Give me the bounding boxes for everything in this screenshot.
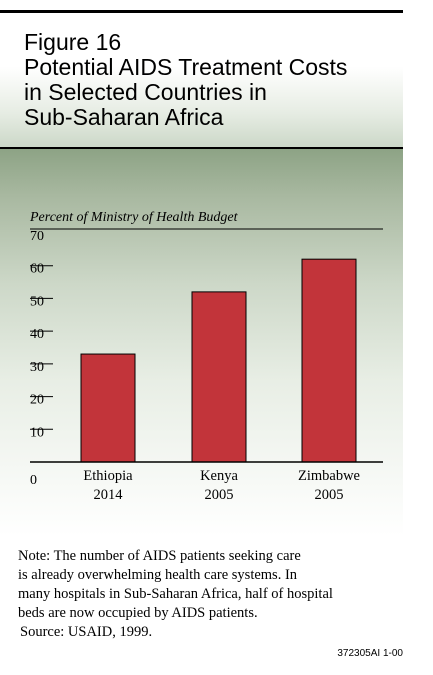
bar-ethiopia xyxy=(80,353,136,463)
title-line-1: Potential AIDS Treatment Costs xyxy=(24,54,348,80)
note-line-1: Note: The number of AIDS patients seekin… xyxy=(18,548,301,564)
category-name-zimbabwe: Zimbabwe xyxy=(298,468,360,484)
bar-kenya xyxy=(191,291,247,463)
note-line-3: many hospitals in Sub-Saharan Africa, ha… xyxy=(18,586,333,602)
title-block: Figure 16 Potential AIDS Treatment Costs… xyxy=(0,13,403,147)
y-axis-label: Percent of Ministry of Health Budget xyxy=(29,210,239,225)
title-line-3: Sub-Saharan Africa xyxy=(24,104,224,130)
y-tick-label-60: 60 xyxy=(30,262,44,277)
y-tick-label-0: 0 xyxy=(30,473,37,488)
y-tick-label-30: 30 xyxy=(30,360,44,375)
bar-zimbabwe xyxy=(301,258,357,463)
category-name-kenya: Kenya xyxy=(200,468,238,484)
y-tick-label-20: 20 xyxy=(30,393,44,408)
category-name-ethiopia: Ethiopia xyxy=(83,468,133,484)
title-line-2: in Selected Countries in xyxy=(24,79,267,105)
note-block: Note: The number of AIDS patients seekin… xyxy=(18,547,408,642)
category-year-zimbabwe: 2005 xyxy=(315,487,344,503)
y-tick-label-40: 40 xyxy=(30,327,44,342)
note-line-4: beds are now occupied by AIDS patients. xyxy=(18,605,258,621)
bar-chart: Percent of Ministry of Health Budget 0 10… xyxy=(29,210,383,503)
top-rule xyxy=(0,10,403,13)
title-rule xyxy=(0,147,403,149)
y-tick-label-10: 10 xyxy=(30,425,44,440)
category-year-kenya: 2005 xyxy=(205,487,234,503)
y-tick-label-70: 70 xyxy=(30,229,44,244)
y-tick-label-50: 50 xyxy=(30,294,44,309)
figure-label: Figure 16 xyxy=(24,29,122,55)
source-line: Source: USAID, 1999. xyxy=(20,624,153,640)
category-year-ethiopia: 2014 xyxy=(94,487,124,503)
note-line-2: is already overwhelming health care syst… xyxy=(18,567,298,583)
document-code: 372305AI 1-00 xyxy=(337,648,403,659)
